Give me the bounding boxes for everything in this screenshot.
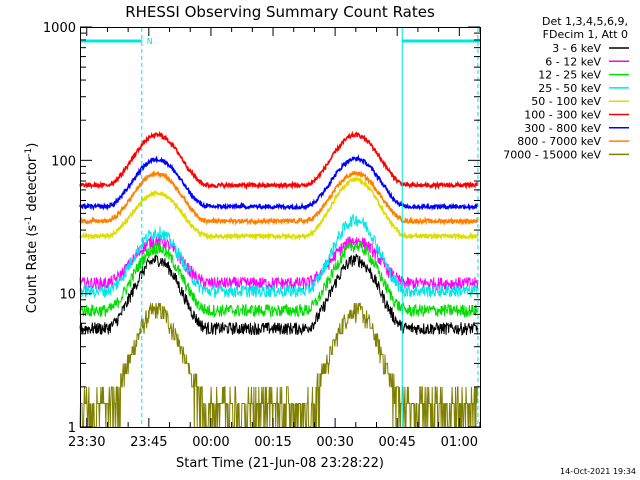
x-tick-label: 23:45 bbox=[130, 435, 167, 450]
legend-label: 300 - 800 keV bbox=[524, 122, 601, 135]
x-tick-label: 00:30 bbox=[316, 435, 353, 450]
legend-label: 7000 - 15000 keV bbox=[503, 148, 601, 161]
x-tick-label: 00:00 bbox=[192, 435, 229, 450]
series-line-1 bbox=[79, 253, 479, 336]
legend: Det 1,3,4,5,6,9,FDecim 1, Att 03 - 6 keV… bbox=[503, 15, 629, 161]
legend-label: 3 - 6 keV bbox=[552, 42, 601, 55]
legend-label: 25 - 50 keV bbox=[538, 82, 601, 95]
series-path-8 bbox=[79, 169, 479, 227]
series-path-4 bbox=[79, 213, 479, 299]
x-axis-ticks: 23:30 23:45 00:00 00:15 00:30 00:45 01:00 bbox=[68, 27, 481, 450]
footer-date: 14-Oct-2021 19:34 bbox=[560, 467, 636, 476]
x-tick-label: 00:45 bbox=[378, 435, 415, 450]
series-path-3 bbox=[79, 240, 479, 319]
series-path-2 bbox=[79, 234, 479, 292]
series-line-6 bbox=[79, 130, 479, 191]
legend-label: 6 - 12 keV bbox=[545, 55, 601, 68]
series-line-4 bbox=[79, 213, 479, 299]
plot-frame bbox=[80, 27, 481, 428]
y-axis-label: Count Rate (s-1 detector-1) bbox=[24, 143, 40, 314]
series-line-9 bbox=[79, 302, 478, 428]
series-line-7 bbox=[79, 153, 479, 211]
x-tick-label: 00:15 bbox=[254, 435, 291, 450]
y-tick-label: 10 bbox=[59, 288, 76, 303]
x-axis-label: Start Time (21-Jun-08 23:28:22) bbox=[176, 456, 384, 471]
series-line-8 bbox=[79, 169, 479, 227]
x-tick-label: 23:30 bbox=[68, 435, 105, 450]
series-path-6 bbox=[79, 130, 479, 191]
y-axis-ticks: 1 10 100 1000 bbox=[43, 21, 480, 436]
series-path-9 bbox=[79, 302, 478, 428]
series-line-5 bbox=[79, 174, 479, 241]
series-line-2 bbox=[79, 234, 479, 292]
y-tick-label: 100 bbox=[51, 154, 76, 169]
legend-label: 50 - 100 keV bbox=[531, 95, 601, 108]
legend-label: 100 - 300 keV bbox=[524, 109, 601, 122]
overlay-layer: N bbox=[80, 28, 480, 427]
legend-header-line: FDecim 1, Att 0 bbox=[543, 28, 628, 41]
y-tick-label: 1000 bbox=[43, 21, 76, 36]
series-path-7 bbox=[79, 153, 479, 211]
series-line-3 bbox=[79, 240, 479, 319]
series-path-1 bbox=[79, 253, 479, 336]
night-label: N bbox=[147, 37, 153, 46]
x-tick-label: 01:00 bbox=[441, 435, 478, 450]
legend-label: 12 - 25 keV bbox=[538, 69, 601, 82]
curves-layer bbox=[79, 130, 479, 428]
chart-title: RHESSI Observing Summary Count Rates bbox=[125, 3, 435, 21]
y-tick-label: 1 bbox=[68, 421, 76, 436]
legend-label: 800 - 7000 keV bbox=[517, 135, 601, 148]
legend-header-line: Det 1,3,4,5,6,9, bbox=[542, 15, 628, 28]
series-path-5 bbox=[79, 174, 479, 241]
